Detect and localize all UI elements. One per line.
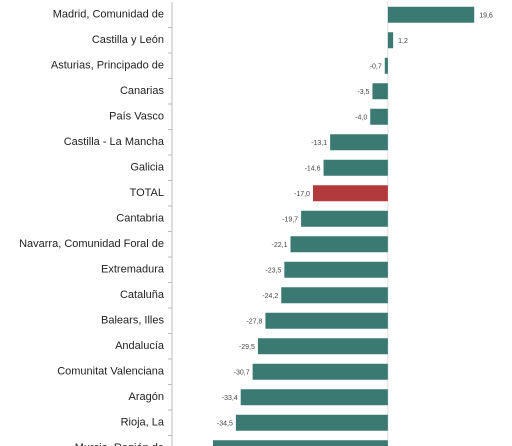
category-label: Asturias, Principado de [51, 60, 164, 72]
value-label: -23,5 [265, 268, 281, 275]
category-label: Comunitat Valenciana [57, 366, 165, 378]
bar [370, 108, 388, 125]
value-label: -14,6 [305, 166, 321, 173]
bar [212, 440, 388, 446]
value-label: -13,1 [311, 140, 327, 147]
value-label: -27,8 [246, 319, 262, 326]
bar [323, 159, 388, 176]
bar [372, 83, 388, 100]
bar [387, 6, 475, 23]
value-label: -30,7 [234, 370, 250, 377]
category-label: Cataluña [120, 289, 165, 301]
bar [265, 312, 388, 329]
category-label: Rioja, La [121, 417, 165, 429]
bar [257, 338, 388, 355]
value-label: -24,2 [262, 293, 278, 300]
bar [290, 236, 388, 253]
category-label: Andalucía [115, 340, 165, 352]
category-label: Castilla - La Mancha [64, 136, 165, 148]
bar [284, 261, 388, 278]
bar [240, 389, 388, 406]
value-label: -17,0 [294, 191, 310, 198]
bar [281, 287, 388, 304]
value-label: -3,5 [357, 89, 369, 96]
category-label: Murcia, Región de [75, 442, 164, 446]
value-label: 1,2 [398, 38, 408, 45]
value-label: -19,7 [282, 217, 298, 224]
category-label: Galicia [130, 162, 165, 174]
category-label: Cantabria [116, 213, 165, 225]
category-label: Castilla y León [92, 34, 164, 46]
value-label: -29,5 [239, 344, 255, 351]
value-label: -0,7 [370, 64, 382, 71]
category-label: Extremadura [101, 264, 165, 276]
category-label: Canarias [120, 85, 165, 97]
category-label: Madrid, Comunidad de [53, 9, 164, 21]
category-label: Navarra, Comunidad Foral de [19, 238, 164, 250]
bar [312, 185, 388, 202]
bar [235, 414, 388, 431]
value-label: -22,1 [272, 242, 288, 249]
bar [330, 134, 388, 151]
bar [252, 363, 388, 380]
value-label: -34,5 [217, 421, 233, 428]
category-label: País Vasco [109, 111, 164, 123]
value-label: 19,6 [479, 13, 493, 20]
bar [384, 57, 388, 74]
bar [387, 32, 394, 49]
value-label: -33,4 [222, 395, 238, 402]
category-label: TOTAL [130, 187, 164, 199]
value-label: -4,0 [355, 115, 367, 122]
category-label: Aragón [129, 391, 164, 403]
bar [301, 210, 388, 227]
category-label: Balears, Illes [101, 315, 164, 327]
